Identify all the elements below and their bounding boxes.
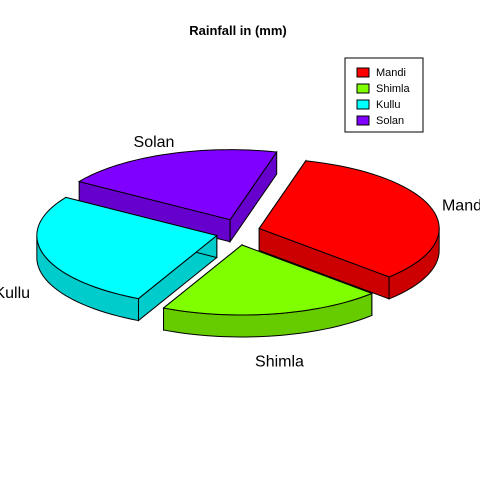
legend-swatch-solan — [356, 115, 370, 126]
slice-top — [162, 244, 374, 316]
slice-top — [36, 196, 218, 300]
legend-label-mandi: Mandi — [376, 67, 406, 79]
legend-label-kullu: Kullu — [376, 99, 400, 111]
slice-mandi — [258, 159, 440, 300]
slice-labels: Solan Mandi Kullu Shimla — [0, 134, 480, 371]
legend-label-shimla: Shimla — [376, 83, 411, 95]
slice-solan — [77, 149, 278, 244]
slice-top — [77, 149, 278, 221]
pie-slices — [36, 149, 440, 338]
slice-shimla — [162, 243, 374, 338]
slice-label-solan: Solan — [134, 134, 175, 151]
legend-label-solan: Solan — [376, 115, 404, 127]
slice-top — [258, 160, 440, 278]
legend: Mandi Shimla Kullu Solan — [344, 57, 424, 133]
legend-swatch-mandi — [356, 67, 370, 78]
legend-swatch-kullu — [356, 99, 370, 110]
slice-label-shimla: Shimla — [255, 354, 304, 371]
slice-label-kullu: Kullu — [0, 285, 30, 302]
chart-title: Rainfall in (mm) — [189, 23, 287, 38]
slice-kullu — [36, 196, 218, 322]
slice-label-mandi: Mandi — [442, 197, 480, 214]
legend-swatch-shimla — [356, 83, 370, 94]
